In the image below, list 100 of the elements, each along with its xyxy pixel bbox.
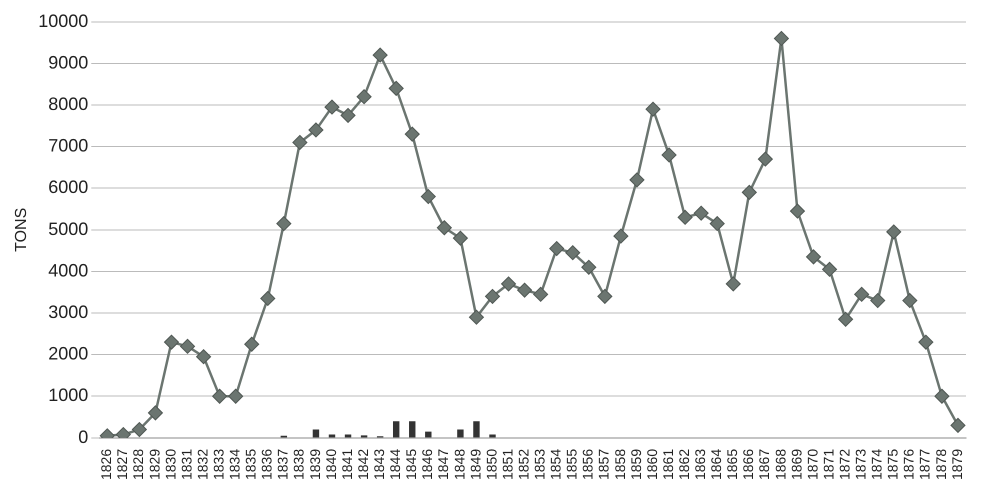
point — [372, 48, 388, 63]
x-tick-label: 1874 — [868, 448, 885, 480]
point — [292, 134, 308, 150]
x-tick-label: 1830 — [162, 448, 178, 480]
point — [180, 338, 196, 354]
bar — [344, 434, 352, 438]
x-tick-label: 1837 — [274, 448, 291, 480]
point — [533, 286, 548, 302]
y-tick-label: 3000 — [48, 302, 88, 322]
x-tick-label: 1871 — [820, 448, 836, 480]
point — [356, 89, 372, 104]
point — [565, 245, 580, 260]
x-tick-label: 1840 — [322, 448, 339, 480]
x-tick-label: 1853 — [532, 448, 548, 480]
point — [404, 126, 420, 142]
bar — [328, 434, 336, 438]
x-tick-label: 1836 — [258, 448, 275, 480]
point — [228, 388, 244, 404]
x-tick-label: 1843 — [371, 448, 388, 480]
x-tick-label: 1835 — [242, 448, 259, 480]
x-tick-label: 1856 — [580, 448, 596, 480]
point — [436, 220, 452, 236]
y-tick-label: 5000 — [48, 218, 88, 239]
point — [388, 80, 404, 96]
x-tick-label: 1832 — [194, 448, 210, 480]
point — [308, 122, 324, 138]
x-tick-label: 1833 — [210, 448, 226, 480]
x-tick-label: 1860 — [644, 448, 660, 480]
point — [260, 290, 276, 306]
x-tick-label: 1828 — [130, 448, 146, 480]
x-tick-label: 1868 — [772, 448, 788, 480]
y-tick-label: 9000 — [48, 52, 88, 72]
point — [613, 228, 628, 244]
point — [340, 108, 356, 123]
point — [774, 30, 789, 46]
point — [148, 405, 163, 420]
point — [790, 204, 805, 219]
x-tick-label: 1845 — [403, 448, 420, 480]
x-tick-label: 1869 — [788, 448, 804, 480]
point — [212, 388, 228, 404]
x-tick-label: 1831 — [178, 448, 194, 480]
x-tick-label: 1858 — [612, 448, 628, 480]
x-tick-label: 1857 — [596, 448, 612, 480]
bar — [409, 421, 416, 438]
x-tick-label: 1848 — [451, 448, 468, 480]
point — [517, 282, 532, 298]
y-tick-label: 2000 — [48, 344, 88, 364]
x-tick-label: 1834 — [226, 448, 243, 480]
y-tick-label: 4000 — [48, 260, 88, 280]
point — [420, 189, 436, 204]
x-tick-label: 1876 — [900, 448, 917, 480]
point — [164, 334, 179, 350]
point — [324, 100, 340, 115]
point — [742, 184, 757, 200]
point — [501, 276, 516, 292]
point — [886, 224, 902, 240]
y-tick-label: 7000 — [48, 136, 88, 156]
point — [662, 147, 677, 162]
x-tick-label: 1842 — [354, 448, 371, 480]
point — [710, 216, 725, 232]
y-tick-label: 10000 — [38, 10, 88, 31]
point — [806, 249, 822, 264]
point — [854, 286, 870, 302]
point — [549, 241, 564, 256]
x-tick-label: 1829 — [146, 448, 162, 480]
point — [581, 260, 596, 275]
x-tick-label: 1872 — [836, 448, 852, 480]
point — [132, 422, 147, 438]
point — [950, 418, 966, 433]
point — [196, 349, 212, 364]
point — [694, 206, 709, 221]
point — [629, 172, 644, 188]
point — [468, 310, 484, 325]
point — [822, 262, 838, 277]
x-tick-label: 1826 — [98, 448, 114, 480]
point — [244, 336, 260, 352]
point — [485, 288, 500, 304]
y-tick-label: 8000 — [48, 94, 88, 114]
point — [646, 102, 661, 117]
bar — [457, 430, 464, 438]
x-tick-label: 1838 — [290, 448, 307, 480]
bar — [473, 421, 480, 438]
x-tick-label: 1852 — [515, 448, 532, 480]
x-tick-label: 1851 — [499, 448, 516, 480]
y-tick-label: 1000 — [48, 385, 88, 406]
x-tick-label: 1875 — [884, 448, 901, 480]
x-tick-label: 1865 — [724, 448, 740, 480]
bar — [489, 434, 496, 438]
bar — [312, 430, 320, 438]
x-tick-label: 1850 — [483, 448, 500, 480]
x-tick-label: 1873 — [852, 448, 869, 480]
point — [452, 230, 468, 246]
x-tick-label: 1841 — [338, 448, 355, 480]
bar — [392, 421, 400, 438]
point — [838, 312, 854, 327]
x-tick-label: 1839 — [306, 448, 323, 480]
x-tick-label: 1870 — [804, 448, 820, 480]
x-tick-label: 1855 — [564, 448, 580, 480]
x-tick-label: 1827 — [114, 448, 130, 480]
point — [597, 288, 612, 304]
